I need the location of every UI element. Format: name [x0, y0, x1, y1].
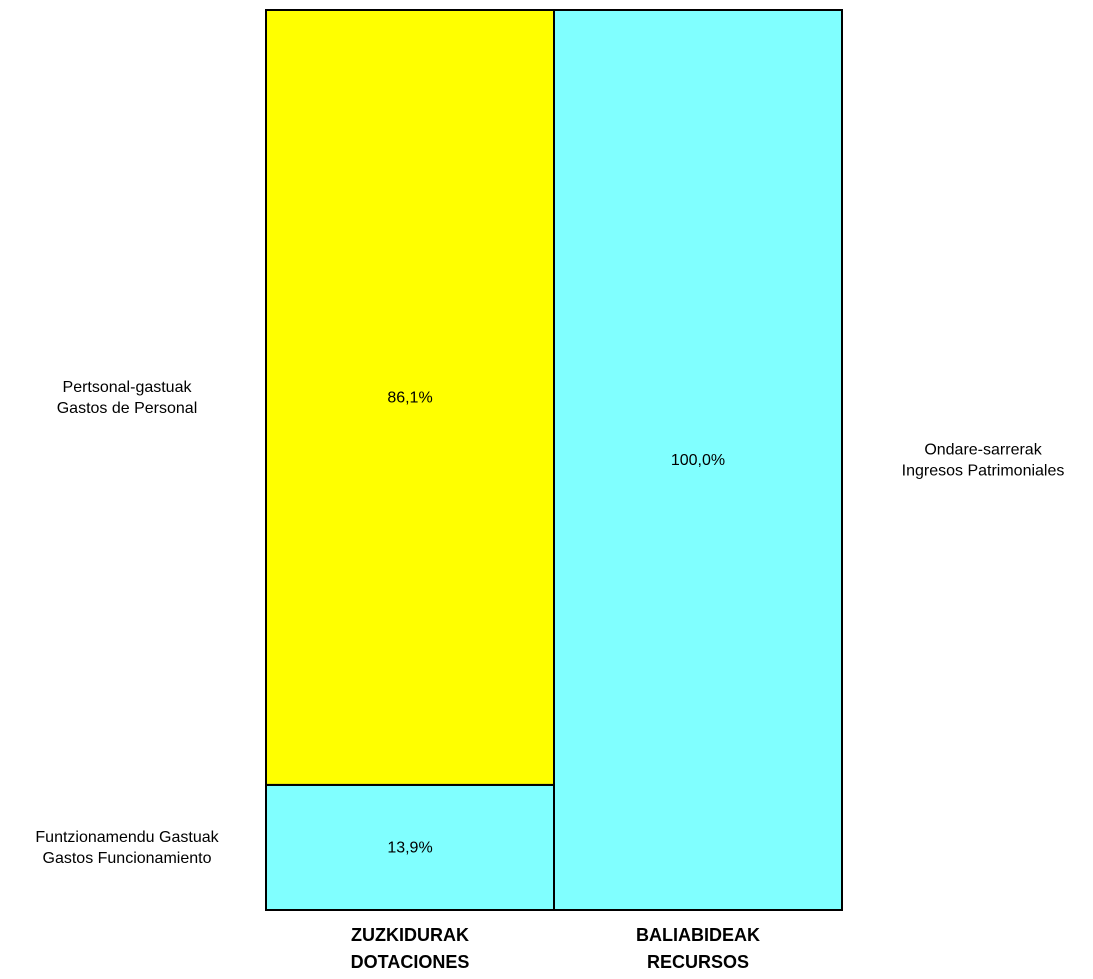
bars-layer [265, 9, 843, 912]
data-label: 86,1% [387, 389, 432, 406]
data-label: 13,9% [387, 839, 432, 856]
segment-name-label: Funtzionamendu Gastuak Gastos Funcionamie… [35, 829, 219, 867]
data-label: 100,0% [671, 452, 725, 469]
category-label: ZUZKIDURAK DOTACIONES [351, 925, 470, 972]
bar-segment [265, 783, 555, 912]
bar-segment [265, 9, 555, 786]
category-label: BALIABIDEAK RECURSOS [636, 925, 760, 972]
bar-segment [553, 9, 843, 911]
labels-layer: 13,9% Funtzionamendu Gastuak Gastos Funcio… [35, 379, 1064, 867]
category-labels: ZUZKIDURAK DOTACIONES BALIABIDEAK RECURSOS [351, 925, 760, 972]
segment-name-label: Pertsonal-gastuak Gastos de Personal [57, 379, 198, 417]
segment-name-label: Ondare-sarrerak Ingresos Patrimoniales [902, 442, 1065, 480]
